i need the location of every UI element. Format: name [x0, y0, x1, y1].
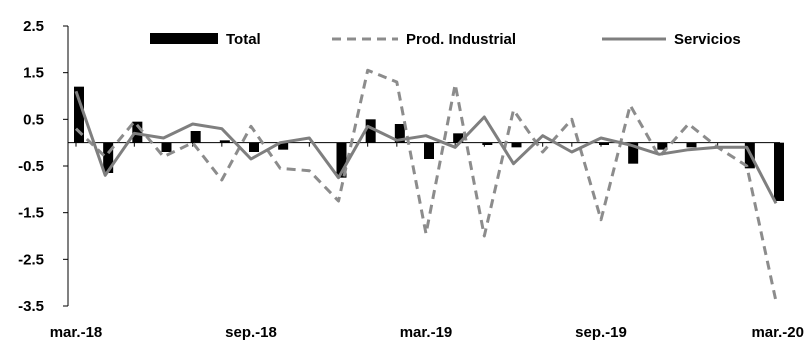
bar-jun-18	[161, 142, 172, 152]
bar-ene-19	[365, 119, 376, 143]
y-tick-label: -2.5	[18, 251, 44, 268]
bar-mar-19	[424, 142, 434, 159]
x-tick-label: mar.-19	[400, 324, 453, 341]
line-prod-industrial	[74, 68, 778, 302]
y-axis: 2.5 1.5 0.5 -0.5 -1.5 -2.5 -3.5	[18, 18, 69, 315]
bar-may-19	[482, 142, 493, 145]
bar-oct-19	[628, 142, 639, 164]
x-tick-label: mar.-20	[751, 324, 804, 341]
y-tick-label: 1.5	[23, 65, 44, 82]
bar-dic-18	[336, 142, 347, 178]
bar-may-18	[132, 121, 143, 143]
y-tick-label: -1.5	[18, 205, 44, 222]
bar-oct-18	[278, 142, 289, 150]
legend-label-servicios: Servicios	[674, 31, 741, 48]
bar-dic-19	[686, 142, 697, 148]
legend-swatch-total	[150, 33, 218, 44]
bar-jul-18	[190, 131, 201, 143]
x-tick-label: mar.-18	[50, 324, 103, 341]
bar-series-total	[74, 86, 784, 201]
bar-mar-20	[774, 142, 784, 201]
bar-mar-18	[74, 86, 84, 143]
bar-nov-19	[657, 142, 668, 150]
bar-jun-19	[511, 142, 522, 148]
x-tick-label: sep.-18	[225, 324, 277, 341]
bar-abr-18	[103, 142, 114, 173]
bar-ago-18	[219, 140, 230, 143]
legend-label-total: Total	[226, 31, 261, 48]
bar-sep-19	[599, 142, 609, 145]
y-tick-label: -3.5	[18, 298, 44, 315]
x-tick-label: sep.-19	[575, 324, 627, 341]
y-tick-label: 0.5	[23, 111, 44, 128]
y-tick-label: -0.5	[18, 158, 44, 175]
legend-label-prod-industrial: Prod. Industrial	[406, 31, 516, 48]
legend: Total Prod. Industrial Servicios	[150, 31, 741, 48]
bar-sep-18	[249, 142, 259, 152]
y-tick-label: 2.5	[23, 18, 44, 35]
bar-feb-19	[394, 124, 405, 143]
x-axis: mar.-18 sep.-18 mar.-19 sep.-19 mar.-20	[50, 142, 804, 341]
line-series	[74, 68, 778, 302]
line-servicios	[74, 90, 778, 204]
bar-abr-19	[453, 133, 464, 143]
